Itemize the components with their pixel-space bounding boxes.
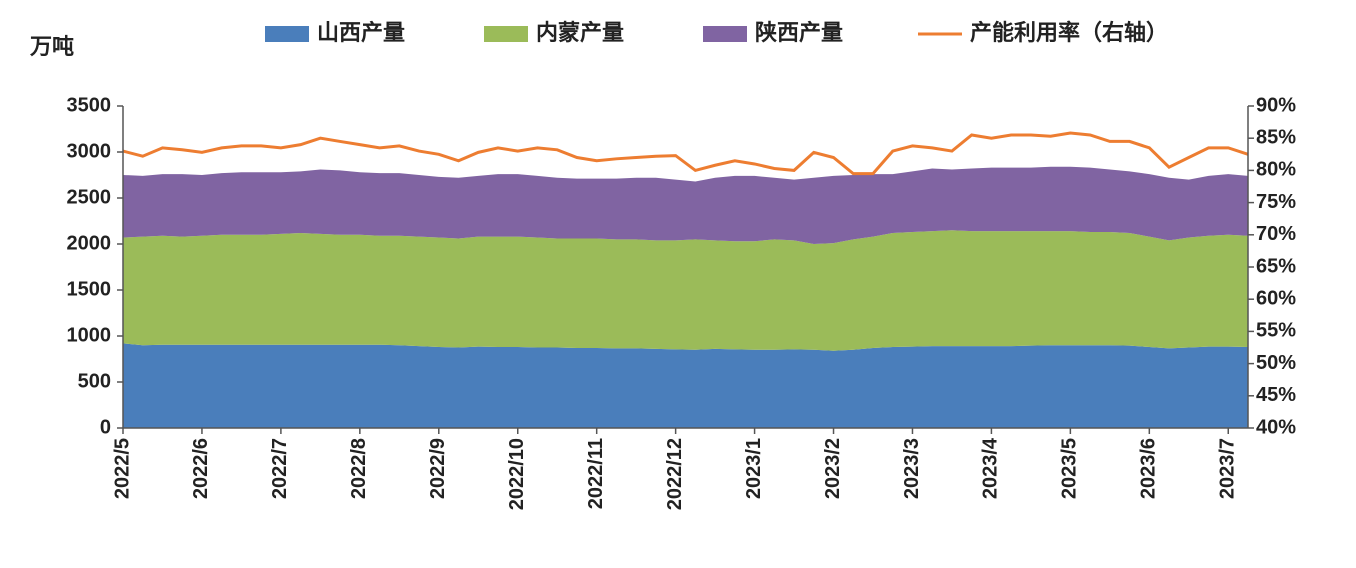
legend-label: 产能利用率（右轴）: [970, 20, 1168, 46]
y2-tick-label: 80%: [1256, 159, 1296, 181]
x-tick-label: 2023/4: [980, 437, 1002, 499]
x-tick-label: 2022/12: [664, 438, 686, 510]
line: [122, 131, 1249, 176]
legend-item: 内蒙产量: [484, 20, 624, 46]
x-tick-label: 2023/5: [1059, 438, 1081, 499]
x-tick-label: 2023/2: [822, 438, 844, 499]
x-tick-label: 2022/9: [427, 438, 449, 499]
x-tick-label: 2022/10: [506, 438, 528, 510]
y-tick-label: 1000: [67, 324, 112, 346]
y2-tick-label: 50%: [1256, 352, 1296, 374]
y2-tick-label: 75%: [1256, 191, 1296, 213]
y2-tick-label: 90%: [1256, 94, 1296, 116]
legend-swatch: [484, 26, 528, 42]
y2-tick-label: 85%: [1256, 126, 1296, 148]
legend-item: 山西产量: [265, 20, 405, 46]
y2-tick-label: 70%: [1256, 223, 1296, 245]
y2-tick-label: 65%: [1256, 255, 1296, 277]
legend-swatch: [703, 26, 747, 42]
legend-item: 陕西产量: [703, 20, 843, 46]
x-tick-label: 2022/6: [190, 438, 212, 499]
y-tick-label: 500: [78, 370, 111, 392]
y-axis-title: 万吨: [29, 34, 74, 60]
y2-tick-label: 60%: [1256, 287, 1296, 309]
y2-tick-label: 45%: [1256, 384, 1296, 406]
x-tick-label: 2023/7: [1217, 438, 1239, 499]
x-tick-label: 2023/6: [1138, 438, 1160, 499]
area: [123, 166, 1248, 244]
legend-item: 产能利用率（右轴）: [918, 20, 1168, 46]
legend-swatch: [265, 26, 309, 42]
y-tick-label: 3500: [67, 94, 112, 116]
legend-label: 山西产量: [317, 20, 405, 46]
y-tick-label: 1500: [67, 278, 112, 300]
legend-label: 陕西产量: [755, 20, 843, 46]
x-tick-label: 2022/8: [348, 438, 370, 499]
y2-tick-label: 55%: [1256, 320, 1296, 342]
y-tick-label: 2500: [67, 186, 112, 208]
x-tick-label: 2023/3: [901, 438, 923, 499]
x-tick-label: 2022/5: [111, 438, 133, 499]
area: [123, 343, 1248, 428]
x-tick-label: 2022/7: [269, 438, 291, 499]
area: [123, 230, 1248, 351]
y-tick-label: 3000: [67, 140, 112, 162]
x-tick-label: 2023/1: [743, 438, 765, 499]
x-tick-label: 2022/11: [585, 438, 607, 509]
y-tick-label: 0: [100, 416, 111, 438]
y2-tick-label: 40%: [1256, 416, 1296, 438]
legend-label: 内蒙产量: [536, 20, 624, 46]
y-tick-label: 2000: [67, 232, 112, 254]
